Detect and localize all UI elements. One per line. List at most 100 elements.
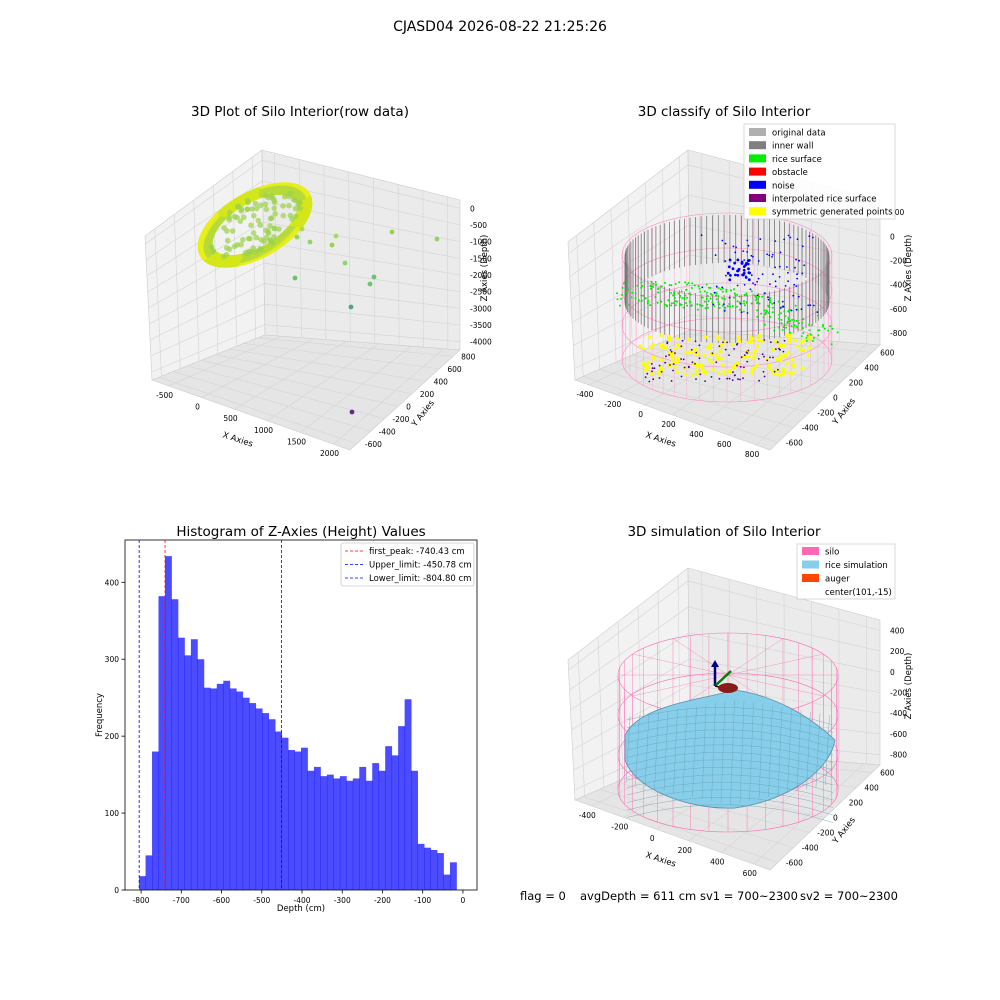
- y-tick-label: 200: [420, 390, 435, 399]
- noise-point: [769, 283, 771, 285]
- rice-surface-point: [641, 282, 643, 284]
- symmetric-point: [717, 371, 721, 375]
- interpolated-point: [763, 356, 765, 358]
- rice-surface-point: [685, 302, 687, 304]
- noise-point: [737, 274, 740, 277]
- legend-label: obstacle: [772, 168, 808, 178]
- symmetric-point: [785, 362, 789, 366]
- rice-surface-point: [635, 293, 637, 295]
- interpolated-point: [691, 349, 693, 351]
- interpolated-point: [699, 357, 701, 359]
- symmetric-point: [651, 355, 655, 359]
- rice-surface-point: [837, 331, 839, 333]
- symmetric-point: [752, 366, 756, 370]
- rice-surface-point: [793, 319, 795, 321]
- symmetric-point: [752, 352, 756, 356]
- rice-surface-point: [675, 283, 677, 285]
- y-tick-label: -600: [786, 859, 803, 868]
- rice-surface-point: [650, 288, 652, 290]
- histogram-bar: [256, 708, 263, 890]
- rice-surface-point: [782, 329, 784, 331]
- noise-point: [751, 274, 753, 276]
- z-tick-label: -600: [890, 730, 907, 739]
- symmetric-point: [693, 347, 697, 351]
- histogram-bars: [139, 556, 457, 890]
- interpolated-point: [784, 340, 786, 342]
- point-interior: [245, 206, 251, 212]
- interpolated-point: [744, 354, 746, 356]
- rice-surface-point: [710, 293, 712, 295]
- rice-surface-point: [691, 282, 693, 284]
- histogram-bar: [204, 688, 211, 890]
- symmetric-point: [723, 369, 727, 373]
- rice-surface-point: [713, 305, 715, 307]
- footer-flag: flag = 0: [520, 889, 566, 903]
- rice-surface-point: [667, 299, 669, 301]
- interpolated-point: [719, 345, 721, 347]
- rice-surface-point: [764, 313, 766, 315]
- panel-simulation-3d: 3D simulation of Silo Interior -400-2000…: [568, 524, 914, 878]
- symmetric-point: [702, 354, 706, 358]
- rice-surface-point: [730, 289, 732, 291]
- rice-surface-point: [807, 335, 809, 337]
- interpolated-point: [699, 373, 701, 375]
- legend-label: auger: [825, 575, 850, 585]
- panel3-title: Histogram of Z-Axies (Height) Values: [176, 524, 425, 540]
- point-interior: [250, 245, 256, 251]
- noise-point: [714, 292, 716, 294]
- rice-surface-point: [778, 318, 780, 320]
- interpolated-point: [648, 381, 650, 383]
- symmetric-point: [691, 373, 695, 377]
- x-tick-label: -400: [579, 811, 596, 820]
- point-interior: [281, 213, 287, 219]
- noise-point: [725, 243, 727, 245]
- rice-surface-point: [696, 303, 698, 305]
- y-tick-label: -400: [379, 427, 396, 436]
- noise-point: [752, 282, 754, 284]
- rice-surface-point: [720, 288, 722, 290]
- rice-surface-point: [768, 306, 770, 308]
- point-interior: [225, 238, 231, 244]
- rice-surface-point: [744, 304, 746, 306]
- rice-surface-point: [654, 296, 656, 298]
- point-interior: [261, 238, 267, 244]
- rice-surface-point: [733, 297, 735, 299]
- noise-point: [756, 281, 758, 283]
- interpolated-point: [673, 363, 675, 365]
- interpolated-point: [758, 358, 760, 360]
- noise-point: [743, 269, 746, 272]
- symmetric-point: [707, 358, 711, 362]
- interpolated-point: [711, 376, 713, 378]
- interpolated-point: [737, 343, 739, 345]
- rice-surface-point: [628, 304, 630, 306]
- rice-surface-point: [784, 315, 786, 317]
- point-interior: [230, 228, 236, 234]
- legend-label: Lower_limit: -804.80 cm: [369, 574, 471, 584]
- rice-surface-point: [627, 288, 629, 290]
- noise-point: [743, 259, 745, 261]
- symmetric-point: [709, 343, 713, 347]
- noise-point: [809, 304, 811, 306]
- interpolated-point: [741, 356, 743, 358]
- symmetric-point: [791, 371, 795, 375]
- rice-surface-point: [679, 295, 681, 297]
- symmetric-point: [800, 366, 804, 370]
- legend-label: noise: [772, 181, 795, 191]
- rice-surface-point: [778, 301, 780, 303]
- rice-surface-point: [736, 294, 738, 296]
- rice-surface-point: [708, 300, 710, 302]
- panel2-xlabel: X Axies: [644, 430, 677, 449]
- noise-point: [728, 265, 731, 268]
- rice-surface-point: [684, 295, 686, 297]
- rice-surface-point: [832, 328, 834, 330]
- symmetric-point: [644, 368, 648, 372]
- z-tick-label: 0: [890, 668, 895, 677]
- rice-surface-point: [716, 298, 718, 300]
- histogram-bar: [152, 752, 159, 890]
- rice-surface-point: [783, 311, 785, 313]
- symmetric-point: [687, 337, 691, 341]
- noise-point: [747, 259, 750, 262]
- rice-surface-point: [722, 305, 724, 307]
- point-interior: [240, 237, 246, 243]
- histogram-bar: [372, 763, 379, 890]
